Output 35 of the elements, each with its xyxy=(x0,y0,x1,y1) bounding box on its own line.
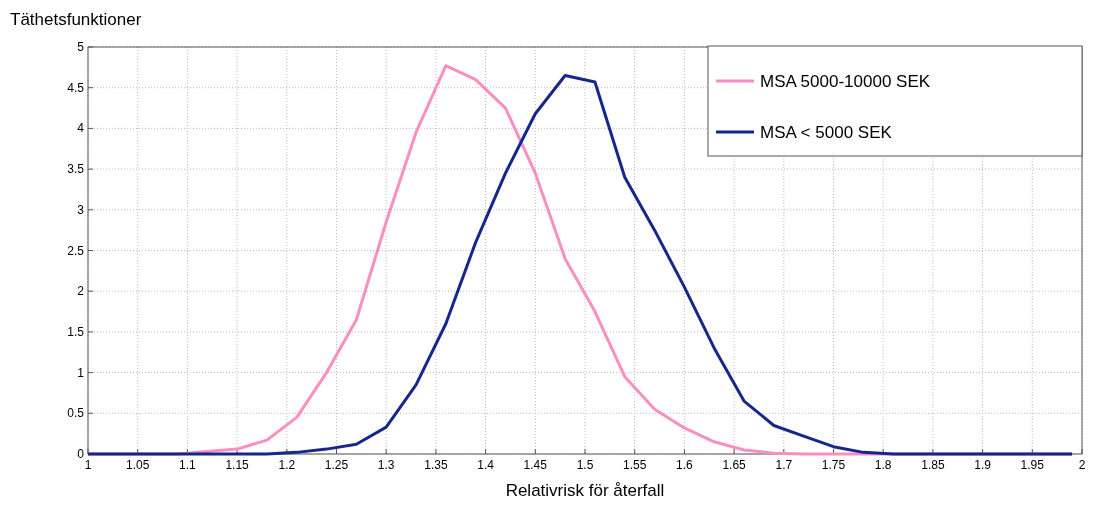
y-tick-label: 5 xyxy=(77,40,85,54)
y-tick-label: 0.5 xyxy=(67,406,85,421)
y-tick-label: 3 xyxy=(77,202,85,217)
chart-title: Täthetsfunktioner xyxy=(10,10,142,29)
y-tick-label: 4.5 xyxy=(67,80,85,95)
x-tick-label: 1.75 xyxy=(821,458,846,472)
x-tick-label: 1.5 xyxy=(576,458,594,472)
x-tick-label: 1.95 xyxy=(1020,458,1045,472)
x-tick-label: 1.6 xyxy=(676,458,694,472)
y-tick-label: 1 xyxy=(77,365,85,380)
legend-label: MSA < 5000 SEK xyxy=(760,123,893,142)
x-tick-label: 1.2 xyxy=(278,458,296,472)
y-tick-label: 1.5 xyxy=(67,324,85,339)
x-axis-title: Relativrisk för återfall xyxy=(505,481,665,500)
y-tick-label: 2 xyxy=(77,284,85,299)
legend-label: MSA 5000-10000 SEK xyxy=(760,72,931,91)
x-tick-label: 1.25 xyxy=(324,458,349,472)
y-tick-label: 2.5 xyxy=(67,243,85,258)
x-tick-label: 1.7 xyxy=(775,458,793,472)
x-tick-label: 1.8 xyxy=(874,458,892,472)
x-tick-label: 1.1 xyxy=(179,458,197,472)
x-tick-label: 1.55 xyxy=(623,458,647,472)
x-tick-label: 1.15 xyxy=(225,458,250,472)
x-tick-label: 2 xyxy=(1078,458,1086,472)
x-tick-label: 1.05 xyxy=(126,458,150,472)
x-tick-label: 1.65 xyxy=(722,458,747,472)
x-tick-label: 1.35 xyxy=(424,458,448,472)
x-tick-label: 1.85 xyxy=(921,458,945,472)
x-tick-label: 1.45 xyxy=(523,458,548,472)
y-tick-label: 0 xyxy=(77,447,85,461)
x-tick-label: 1.9 xyxy=(974,458,992,472)
x-tick-label: 1.4 xyxy=(477,458,495,472)
y-tick-label: 4 xyxy=(77,121,85,136)
y-tick-label: 3.5 xyxy=(67,162,85,177)
x-tick-label: 1.3 xyxy=(377,458,395,472)
